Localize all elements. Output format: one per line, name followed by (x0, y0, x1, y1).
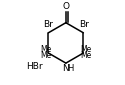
Text: Me: Me (41, 45, 52, 54)
Text: HBr: HBr (26, 62, 43, 71)
Text: Me: Me (80, 51, 91, 60)
Text: O: O (62, 2, 69, 11)
Text: Me: Me (41, 51, 52, 60)
Text: Me: Me (80, 45, 91, 54)
Text: H: H (67, 63, 74, 73)
Text: Br: Br (43, 20, 53, 29)
Text: Br: Br (79, 20, 89, 29)
Text: N: N (62, 63, 69, 73)
